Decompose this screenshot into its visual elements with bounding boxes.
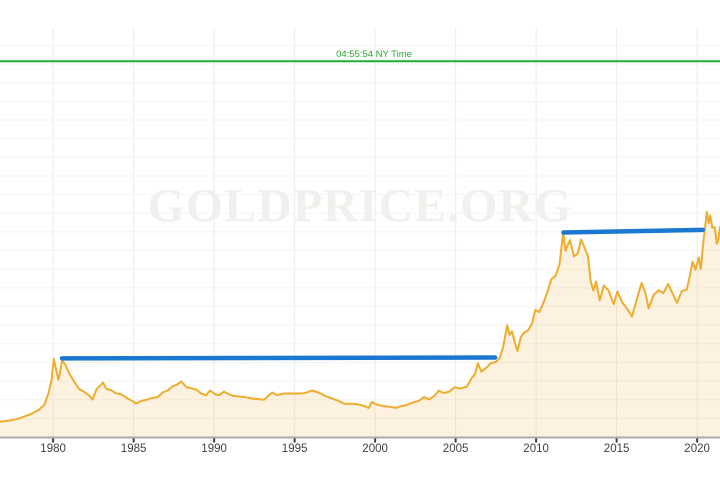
x-tick-label-1995: 1995 bbox=[281, 443, 308, 455]
x-axis bbox=[0, 436, 720, 443]
x-tick-label-1980: 1980 bbox=[40, 443, 66, 455]
ny-time-label: 04:55:54 NY Time bbox=[336, 49, 412, 60]
gold-price-area-series bbox=[0, 210, 720, 437]
x-tick-label-2005: 2005 bbox=[442, 443, 469, 455]
x-tick-label-2020: 2020 bbox=[684, 443, 710, 455]
x-tick-label-2010: 2010 bbox=[523, 443, 549, 455]
resistance-1980-high-trendline[interactable] bbox=[59, 355, 498, 361]
x-tick-label-2000: 2000 bbox=[362, 443, 388, 455]
resistance-2011-high-trendline[interactable] bbox=[561, 227, 706, 235]
resistance-trendlines[interactable] bbox=[59, 227, 706, 361]
goldprice-org-watermark: GOLDPRICE.ORG bbox=[147, 179, 573, 233]
x-tick-label-1990: 1990 bbox=[201, 443, 227, 455]
x-tick-label-2015: 2015 bbox=[603, 443, 630, 455]
x-tick-label-1985: 1985 bbox=[120, 443, 147, 455]
